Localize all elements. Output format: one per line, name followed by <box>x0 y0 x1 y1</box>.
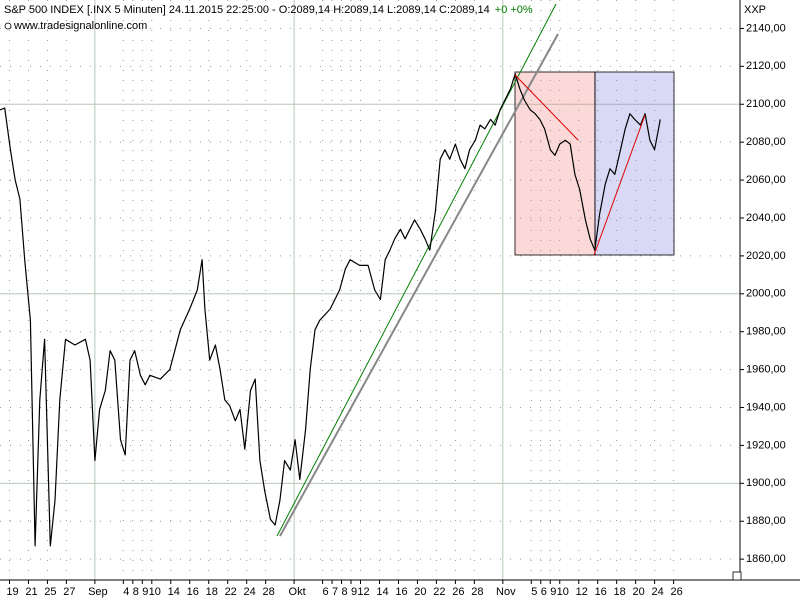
x-tick-label: Sep <box>88 586 108 598</box>
x-tick-label: 20 <box>414 586 426 598</box>
x-tick-label: 22 <box>225 586 237 598</box>
y-tick-label: 1980,00 <box>746 326 786 338</box>
x-tick-label: 21 <box>25 586 37 598</box>
x-tick-label: 24 <box>651 586 663 598</box>
y-tick-label: 2080,00 <box>746 136 786 148</box>
x-tick-label: 16 <box>187 586 199 598</box>
x-tick-label: 9 <box>351 586 357 598</box>
trend-line-red <box>593 114 646 256</box>
trend-line-red <box>514 74 579 141</box>
x-tick-label: 25 <box>44 586 56 598</box>
x-tick-label: 16 <box>395 586 407 598</box>
x-tick-label: 26 <box>670 586 682 598</box>
y-tick-label: 2060,00 <box>746 174 786 186</box>
x-tick-label: 18 <box>614 586 626 598</box>
x-tick-label: 12 <box>357 586 369 598</box>
x-tick-label: 10 <box>149 586 161 598</box>
x-tick-label: 12 <box>576 586 588 598</box>
y-tick-label: 2000,00 <box>746 288 786 300</box>
plot <box>0 73 661 547</box>
price-line <box>0 73 661 547</box>
x-tick-label: 22 <box>433 586 445 598</box>
chart-title: S&P 500 INDEX [.INX 5 Minuten] 24.11.201… <box>4 4 490 16</box>
x-tick-label: 14 <box>376 586 388 598</box>
x-tick-label: 27 <box>63 586 75 598</box>
x-tick-label: 24 <box>244 586 256 598</box>
y-tick-label: 2100,00 <box>746 98 786 110</box>
x-tick-label: 6 <box>541 586 547 598</box>
resize-corner[interactable] <box>732 571 742 581</box>
x-tick-label: 18 <box>206 586 218 598</box>
x-tick-label: Okt <box>289 586 306 598</box>
change-label: +0 +0% <box>495 4 533 16</box>
x-tick-label: 7 <box>332 586 338 598</box>
x-tick-label: 26 <box>452 586 464 598</box>
grid <box>0 0 740 580</box>
x-tick-label: 5 <box>531 586 537 598</box>
x-tick-label: 8 <box>341 586 347 598</box>
range-box-red <box>514 71 596 256</box>
x-tick-label: 16 <box>595 586 607 598</box>
x-tick-label: 6 <box>323 586 329 598</box>
symbol-label: XXP <box>744 4 766 16</box>
source-icon <box>4 22 12 30</box>
trend-line-gray <box>279 33 559 537</box>
x-tick-label: 28 <box>263 586 275 598</box>
y-tick-label: 2040,00 <box>746 212 786 224</box>
y-tick-label: 1880,00 <box>746 515 786 527</box>
y-tick-label: 1860,00 <box>746 553 786 565</box>
y-tick-label: 2020,00 <box>746 250 786 262</box>
source-label: www.tradesignalonline.com <box>13 20 147 32</box>
x-tick-label: 14 <box>168 586 180 598</box>
x-tick-label: 20 <box>633 586 645 598</box>
x-tick-label: 9 <box>142 586 148 598</box>
y-tick-label: 2140,00 <box>746 22 786 34</box>
x-tick-label: 4 <box>123 586 129 598</box>
y-tick-label: 1940,00 <box>746 401 786 413</box>
x-tick-label: 28 <box>471 586 483 598</box>
y-tick-label: 1960,00 <box>746 364 786 376</box>
x-tick-label: 19 <box>6 586 18 598</box>
range-box-blue <box>594 71 675 256</box>
y-tick-label: 1920,00 <box>746 439 786 451</box>
x-tick-label: 9 <box>550 586 556 598</box>
x-tick-label: Nov <box>496 586 516 598</box>
x-tick-label: 8 <box>133 586 139 598</box>
y-tick-label: 1900,00 <box>746 477 786 489</box>
trend-line-green <box>276 3 557 537</box>
y-tick-label: 2120,00 <box>746 60 786 72</box>
x-tick-label: 10 <box>557 586 569 598</box>
